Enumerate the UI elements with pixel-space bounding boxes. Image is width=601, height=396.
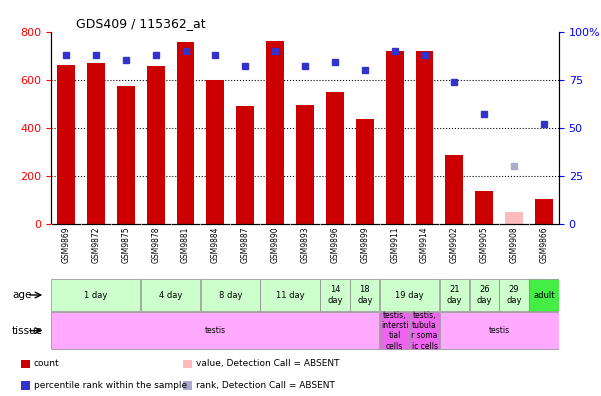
Bar — [57, 65, 75, 224]
Text: GSM9899: GSM9899 — [360, 227, 369, 263]
Text: testis: testis — [489, 326, 510, 335]
Bar — [87, 63, 105, 224]
Text: adult: adult — [533, 291, 555, 299]
Text: value, Detection Call = ABSENT: value, Detection Call = ABSENT — [196, 360, 340, 368]
Bar — [505, 212, 523, 224]
Text: GSM9881: GSM9881 — [181, 227, 190, 263]
Bar — [51, 279, 141, 311]
Text: GSM9875: GSM9875 — [121, 227, 130, 263]
Text: 4 day: 4 day — [159, 291, 182, 299]
Text: 21
day: 21 day — [447, 286, 462, 305]
Bar — [415, 51, 433, 224]
Text: GSM9887: GSM9887 — [241, 227, 250, 263]
Bar — [380, 279, 439, 311]
Bar — [499, 279, 529, 311]
Text: GSM9914: GSM9914 — [420, 227, 429, 263]
Bar — [356, 119, 374, 224]
Bar — [21, 360, 30, 368]
Text: 1 day: 1 day — [84, 291, 108, 299]
Text: testis: testis — [205, 326, 226, 335]
Bar — [260, 279, 320, 311]
Text: tissue: tissue — [12, 326, 43, 336]
Text: GSM9884: GSM9884 — [211, 227, 220, 263]
Text: GSM9878: GSM9878 — [151, 227, 160, 263]
Bar — [380, 312, 409, 349]
Text: GSM9896: GSM9896 — [331, 227, 340, 263]
Text: GSM9872: GSM9872 — [91, 227, 100, 263]
Text: GSM9908: GSM9908 — [510, 227, 519, 263]
Bar — [266, 41, 284, 224]
Text: 29
day: 29 day — [507, 286, 522, 305]
Bar — [386, 51, 404, 224]
Bar — [183, 381, 192, 390]
Text: rank, Detection Call = ABSENT: rank, Detection Call = ABSENT — [196, 381, 335, 390]
Text: GSM9893: GSM9893 — [300, 227, 310, 263]
Text: GSM9866: GSM9866 — [540, 227, 549, 263]
Bar — [183, 360, 192, 368]
Bar — [21, 381, 30, 390]
Bar — [51, 312, 379, 349]
Bar — [236, 106, 254, 224]
Bar — [440, 312, 559, 349]
Text: 8 day: 8 day — [219, 291, 242, 299]
Bar — [350, 279, 379, 311]
Bar — [141, 279, 200, 311]
Bar — [320, 279, 350, 311]
Bar — [529, 279, 559, 311]
Bar — [117, 86, 135, 224]
Bar — [535, 198, 553, 224]
Text: 11 day: 11 day — [276, 291, 304, 299]
Text: GSM9902: GSM9902 — [450, 227, 459, 263]
Bar — [201, 279, 260, 311]
Text: GDS409 / 115362_at: GDS409 / 115362_at — [76, 17, 206, 30]
Text: age: age — [12, 290, 31, 300]
Text: count: count — [34, 360, 59, 368]
Text: GSM9905: GSM9905 — [480, 227, 489, 263]
Bar — [326, 92, 344, 224]
Bar — [445, 155, 463, 224]
Text: 19 day: 19 day — [395, 291, 424, 299]
Bar — [410, 312, 439, 349]
Text: testis,
intersti
tial
cells: testis, intersti tial cells — [381, 310, 408, 351]
Text: 14
day: 14 day — [327, 286, 343, 305]
Bar — [147, 67, 165, 224]
Bar — [177, 42, 195, 224]
Bar — [475, 191, 493, 224]
Bar — [206, 80, 224, 224]
Text: percentile rank within the sample: percentile rank within the sample — [34, 381, 187, 390]
Text: 18
day: 18 day — [357, 286, 373, 305]
Text: 26
day: 26 day — [477, 286, 492, 305]
Bar — [440, 279, 469, 311]
Text: testis,
tubula
r soma
ic cells: testis, tubula r soma ic cells — [411, 310, 438, 351]
Bar — [469, 279, 499, 311]
Text: GSM9911: GSM9911 — [390, 227, 399, 263]
Text: GSM9890: GSM9890 — [270, 227, 279, 263]
Text: GSM9869: GSM9869 — [61, 227, 70, 263]
Bar — [296, 105, 314, 224]
